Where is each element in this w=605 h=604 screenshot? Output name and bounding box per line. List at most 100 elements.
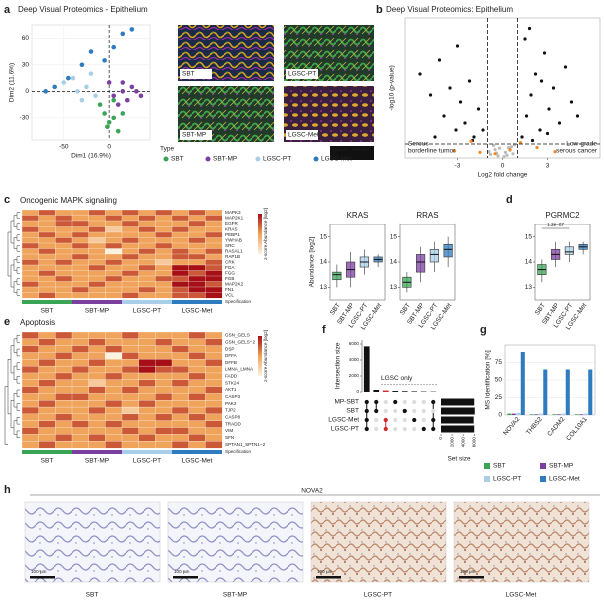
heat-cell <box>88 264 106 271</box>
x-tick-label: NOVA2 <box>502 416 521 437</box>
heat-cell <box>188 434 206 442</box>
matrix-dot <box>412 426 417 432</box>
heat-cell <box>155 281 173 288</box>
heat-cell <box>205 226 223 233</box>
heat-cell <box>21 286 40 293</box>
heat-cell <box>71 434 90 442</box>
matrix-dot <box>402 399 407 405</box>
set-tick-label: 6000 <box>471 437 476 448</box>
heat-cell <box>21 365 40 374</box>
set-label: SBT <box>346 408 359 415</box>
set-axis-label: Set size <box>447 456 471 463</box>
bar <box>534 414 539 415</box>
point <box>106 120 112 125</box>
heat-cell <box>171 242 190 249</box>
heat-cell <box>155 359 173 367</box>
matrix-dot <box>402 417 407 423</box>
row-label: KRAS <box>225 226 238 231</box>
heat-cell <box>21 281 40 288</box>
heat-cell <box>105 281 123 288</box>
heat-cell <box>88 292 106 299</box>
heat-cell <box>88 365 106 374</box>
panel-letter: a <box>4 4 11 16</box>
matrix-dot <box>374 399 379 405</box>
heat-cell <box>121 365 140 374</box>
point <box>493 152 497 156</box>
legend-swatch <box>540 476 546 482</box>
row-label: RASAL1 <box>225 248 243 253</box>
row-label: VCL <box>225 292 234 297</box>
dendrogram <box>16 335 20 343</box>
colorbar-label: z-score Abundance [log2] <box>263 208 268 260</box>
heat-cell <box>21 215 40 222</box>
group-axis-label: Specification <box>225 299 251 304</box>
heat-cell <box>105 420 123 428</box>
group-label: LGSC-Met <box>182 458 213 465</box>
heat-cell <box>71 209 90 216</box>
x-tick-label: CADM2 <box>546 416 566 438</box>
heat-cell <box>71 248 90 255</box>
panel-letter: e <box>4 316 10 328</box>
heat-cell <box>205 209 223 216</box>
heat-cell <box>121 226 140 233</box>
point <box>75 89 80 94</box>
heat-cell <box>38 400 56 408</box>
point <box>428 93 433 97</box>
heat-cell <box>171 386 190 394</box>
row-label: DFFB <box>225 360 237 365</box>
point <box>111 115 116 121</box>
heat-cell <box>138 292 156 299</box>
ihc-image <box>310 501 447 583</box>
matrix-dot <box>421 417 426 423</box>
bar <box>583 413 588 415</box>
heat-cell <box>138 286 156 293</box>
point <box>79 97 85 103</box>
point <box>442 114 446 118</box>
heat-cell <box>71 352 90 360</box>
group-bar <box>72 300 122 304</box>
heat-cell <box>71 281 90 288</box>
y-axis-label: Dim2 (11.6%) <box>9 63 16 102</box>
heat-cell <box>205 420 223 428</box>
point <box>129 27 135 32</box>
row-label: PAK2 <box>225 401 237 406</box>
point <box>493 148 497 152</box>
group-label: SBT-MP <box>85 308 109 315</box>
matrix-dot <box>412 408 417 414</box>
heat-cell <box>71 338 90 346</box>
legend-marker <box>313 156 319 162</box>
ihc-image <box>167 501 304 583</box>
matrix-dot <box>383 399 388 405</box>
heat-cell <box>38 281 56 288</box>
heat-cell <box>71 226 90 233</box>
heat-cell <box>121 209 140 216</box>
heat-cell <box>105 259 123 266</box>
y-tick-label: 15 <box>320 233 328 240</box>
row-label: AKT1 <box>225 387 237 392</box>
heat-cell <box>171 406 190 415</box>
heat-cell <box>105 215 123 222</box>
dendrogram <box>10 220 14 244</box>
heat-cell <box>105 345 123 353</box>
point <box>505 153 509 157</box>
heat-cell <box>155 413 173 422</box>
matrix-dot <box>421 399 426 405</box>
annotation: Low-grade <box>566 141 597 148</box>
x-axis-label: Log2 fold change <box>478 172 528 179</box>
plot-area <box>404 17 601 159</box>
heat-cell <box>88 386 106 394</box>
heat-cell <box>21 393 40 401</box>
point <box>469 139 473 143</box>
heat-cell <box>155 220 173 227</box>
heat-cell <box>121 352 140 360</box>
heat-cell <box>205 359 223 367</box>
heat-cell <box>105 365 123 374</box>
heat-cell <box>171 338 190 346</box>
heat-cell <box>138 434 156 442</box>
bar <box>382 390 389 392</box>
heat-cell <box>188 220 206 227</box>
heat-cell <box>121 253 140 260</box>
panel-letter: d <box>506 194 513 206</box>
heat-cell <box>121 338 140 346</box>
